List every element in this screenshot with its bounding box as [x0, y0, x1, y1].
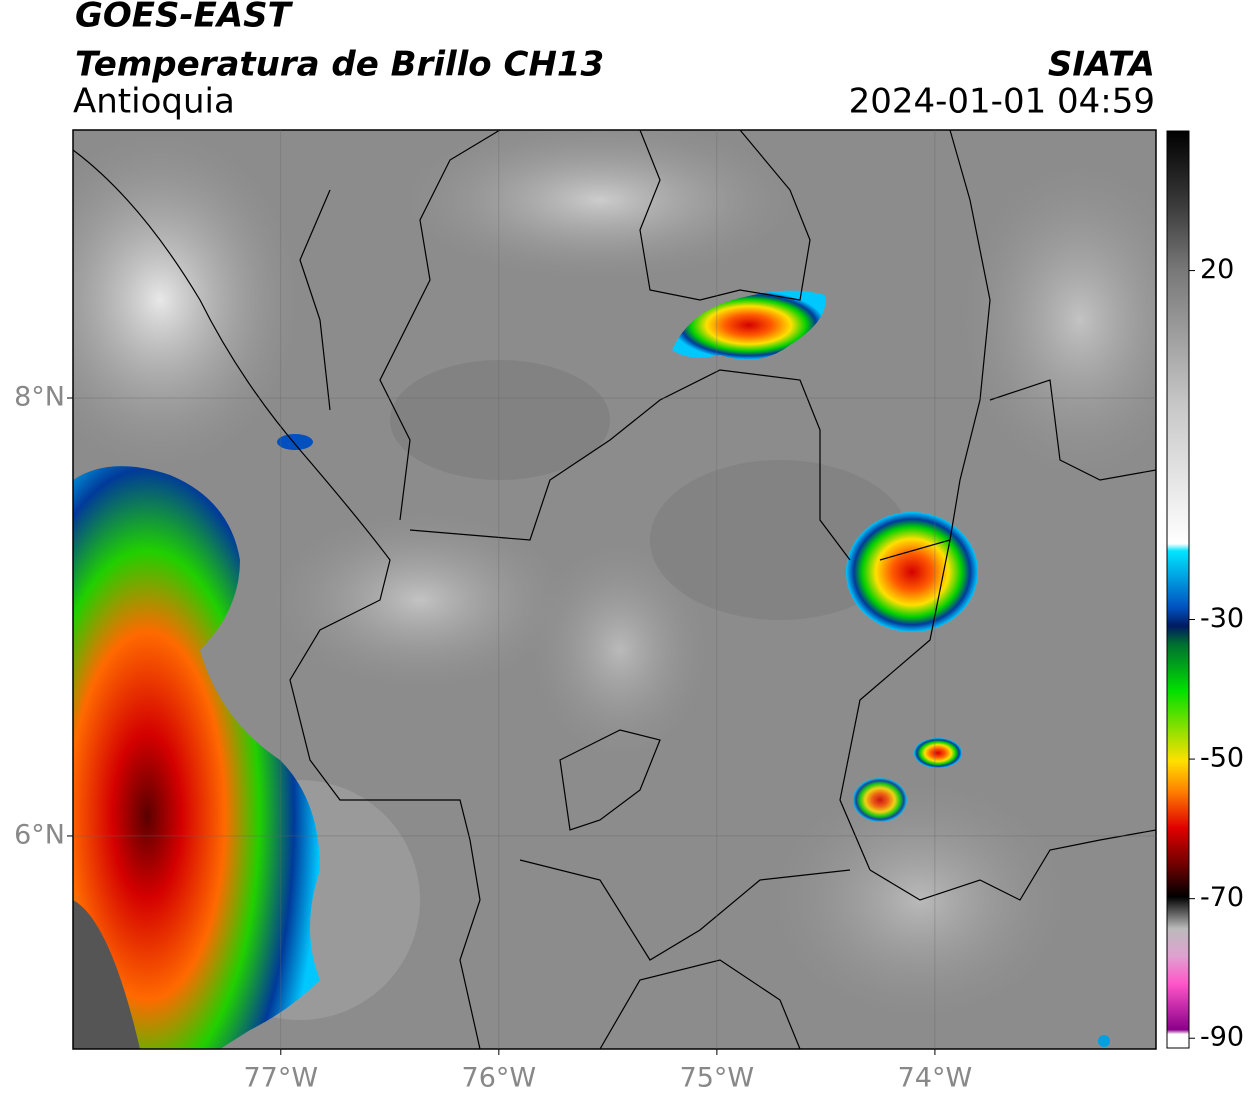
product: Temperatura de Brillo CH13	[75, 45, 604, 85]
lon-label: 76°W	[462, 1063, 537, 1094]
source: SIATA	[1048, 45, 1155, 85]
region: Antioquia	[73, 82, 235, 122]
map-image	[73, 130, 1156, 1049]
lat-label: 6°N	[14, 819, 65, 850]
lon-label: 77°W	[244, 1063, 319, 1094]
colorbar-label: -70	[1200, 882, 1244, 913]
title: GOES-EAST	[75, 0, 294, 36]
colorbar	[1166, 130, 1190, 1049]
lon-label: 74°W	[898, 1063, 973, 1094]
lon-label: 75°W	[680, 1063, 755, 1094]
colorbar-label: -30	[1200, 603, 1244, 634]
colorbar-label: -50	[1200, 743, 1244, 774]
colorbar-label: 20	[1200, 254, 1234, 285]
datetime: 2024-01-01 04:59	[849, 82, 1155, 122]
lat-label: 8°N	[14, 382, 65, 413]
colorbar-label: -90	[1200, 1022, 1244, 1053]
map-frame	[72, 129, 1157, 1050]
